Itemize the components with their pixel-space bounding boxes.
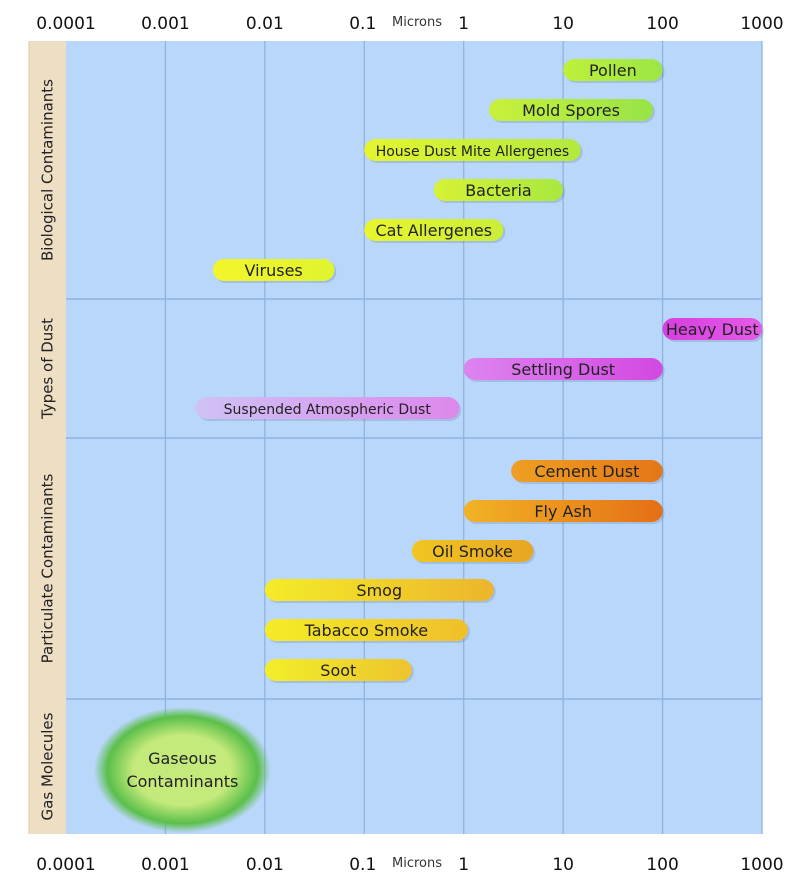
range-bar <box>433 179 564 201</box>
range-bar <box>212 259 335 281</box>
range-bar <box>463 500 663 522</box>
range-bar <box>411 540 534 562</box>
tick-label-top: 0.1 <box>349 14 376 34</box>
range-label: Contaminants <box>126 772 238 791</box>
tick-label-top: 1000 <box>740 14 783 34</box>
range-label: House Dust Mite Allergenes <box>376 144 570 160</box>
range-label: Gaseous <box>148 749 217 768</box>
range-label: Mold Spores <box>522 101 620 120</box>
category-band <box>29 299 66 438</box>
range-label: Heavy Dust <box>666 320 759 339</box>
range-bar <box>463 358 663 380</box>
category-band <box>29 438 66 699</box>
category-label: Gas Molecules <box>39 712 57 820</box>
tick-label-bottom: 1000 <box>740 855 783 875</box>
tick-label-bottom: 0.001 <box>141 855 190 875</box>
category-label: Biological Contaminants <box>39 79 57 261</box>
range-bar <box>511 460 663 482</box>
tick-label-top: 0.0001 <box>36 14 95 34</box>
category-label: Particulate Contaminants <box>39 473 57 663</box>
range-label: Fly Ash <box>534 502 592 521</box>
tick-label-bottom: 1 <box>458 855 469 875</box>
range-bar <box>195 397 460 419</box>
range-label: Settling Dust <box>511 360 615 379</box>
tick-label-top: 0.01 <box>246 14 284 34</box>
category-band <box>29 699 66 834</box>
category-label: Types of Dust <box>39 318 57 420</box>
category-band <box>29 41 66 299</box>
range-bar <box>264 579 494 601</box>
range-label: Pollen <box>589 61 637 80</box>
tick-label-bottom: 10 <box>552 855 574 875</box>
range-bar <box>264 619 468 641</box>
range-label: Oil Smoke <box>432 542 513 561</box>
axis-unit-label: Microns <box>392 15 442 30</box>
tick-label-top: 1 <box>458 14 469 34</box>
range-label: Smog <box>356 581 402 600</box>
range-bar <box>364 219 504 241</box>
range-label: Cat Allergenes <box>375 221 492 240</box>
tick-label-bottom: 0.01 <box>246 855 284 875</box>
tick-label-top: 100 <box>646 14 678 34</box>
tick-label-bottom: 0.0001 <box>36 855 95 875</box>
range-bar <box>264 659 412 681</box>
range-label: Tabacco Smoke <box>304 621 428 640</box>
range-label: Bacteria <box>465 181 532 200</box>
range-label: Soot <box>320 661 356 680</box>
range-label: Cement Dust <box>534 462 639 481</box>
range-label: Viruses <box>244 261 302 280</box>
tick-label-bottom: 0.1 <box>349 855 376 875</box>
tick-label-top: 10 <box>552 14 574 34</box>
range-bar <box>364 139 581 161</box>
tick-label-top: 0.001 <box>141 14 190 34</box>
range-bar <box>489 99 653 121</box>
range-bar <box>563 59 663 81</box>
range-ellipse <box>93 707 271 833</box>
range-label: Suspended Atmospheric Dust <box>224 402 432 418</box>
tick-label-bottom: 100 <box>646 855 678 875</box>
range-bar <box>662 318 762 340</box>
axis-unit-label: Microns <box>392 856 442 871</box>
